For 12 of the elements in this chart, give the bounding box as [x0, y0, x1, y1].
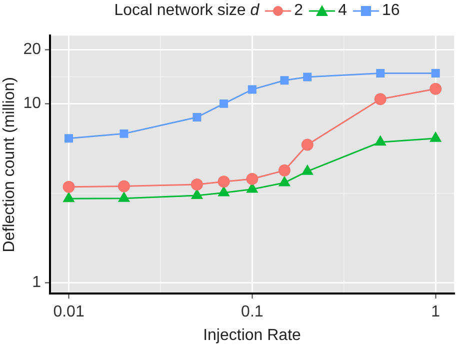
- legend-title: Local network size d: [114, 2, 260, 20]
- x-tick-label: 0.1: [241, 304, 264, 321]
- x-tick-label: 1: [431, 304, 440, 321]
- y-tick-label: 20: [23, 41, 42, 58]
- legend-label: 16: [382, 2, 400, 20]
- x-axis-title: Injection Rate: [203, 326, 302, 344]
- legend-label: 4: [338, 2, 347, 20]
- x-tick-label: 0.01: [53, 304, 84, 321]
- y-tick-label: 1: [32, 274, 42, 292]
- y-tick-label: 10: [23, 95, 42, 112]
- legend-label: 2: [294, 2, 304, 20]
- y-axis-title: Deflection count (million): [1, 77, 18, 252]
